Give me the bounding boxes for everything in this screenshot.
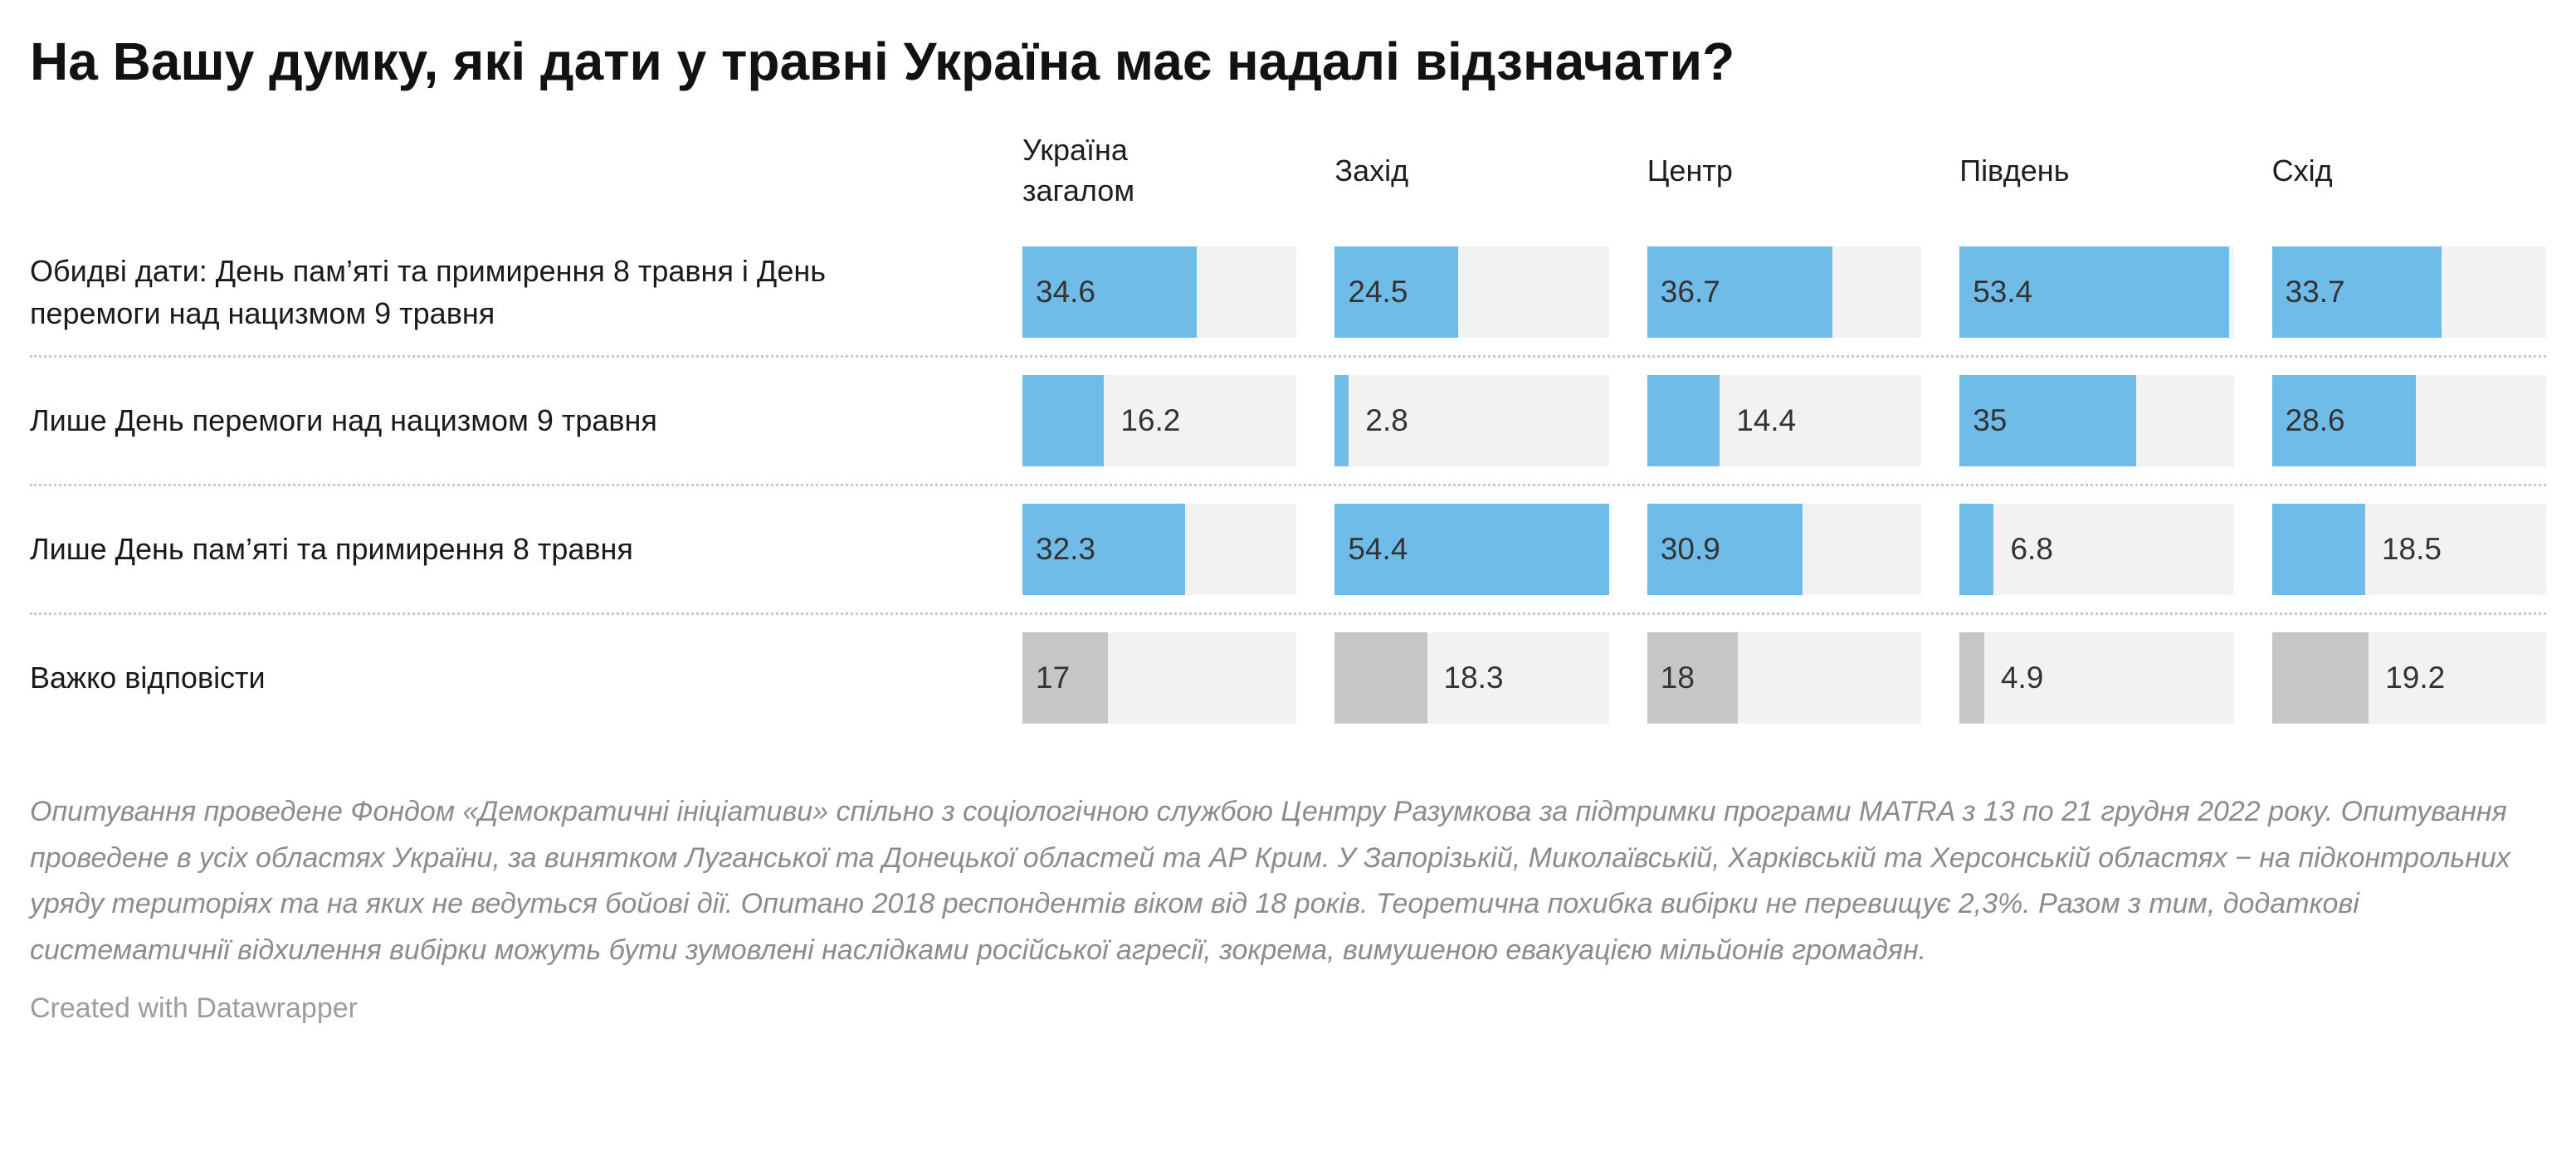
bar bbox=[2271, 246, 2442, 338]
bar-track: 34.6 bbox=[1022, 246, 1297, 338]
row-label: Лише День пам’яті та примирення 8 травня bbox=[30, 532, 633, 567]
value-label: 2.8 bbox=[1365, 402, 1408, 437]
methodology-note: Опитування проведене Фондом «Демократичн… bbox=[30, 795, 2510, 967]
column-header: Україна загалом bbox=[1022, 133, 1135, 207]
bar-track: 24.5 bbox=[1334, 246, 1609, 338]
value-label: 53.4 bbox=[1973, 274, 2033, 309]
bar-track: 36.7 bbox=[1647, 246, 1922, 338]
bar-track: 32.3 bbox=[1022, 503, 1297, 595]
bar-track: 16.2 bbox=[1022, 374, 1297, 466]
column-headers-row: Україна загалом Захід Центр Південь Схід bbox=[30, 113, 2546, 229]
bar bbox=[1647, 503, 1803, 595]
bar-track: 33.7 bbox=[2271, 246, 2546, 338]
value-label: 32.3 bbox=[1036, 531, 1096, 566]
row-label: Обидві дати: День пам’яті та примирення … bbox=[30, 253, 826, 330]
bar bbox=[1647, 246, 1832, 338]
bar bbox=[1959, 503, 1994, 595]
value-label: 19.2 bbox=[2385, 660, 2446, 695]
chart-container: На Вашу думку, які дати у травні Україна… bbox=[30, 32, 2546, 1024]
value-label: 18.3 bbox=[1443, 660, 1504, 695]
bar-track: 53.4 bbox=[1959, 246, 2234, 338]
bar bbox=[1334, 246, 1459, 338]
column-header: Центр bbox=[1647, 153, 1733, 188]
row-label: Важко відповісти bbox=[30, 661, 266, 695]
bar bbox=[1334, 631, 1427, 724]
bar bbox=[2271, 374, 2417, 466]
value-label: 28.6 bbox=[2285, 402, 2345, 437]
bar-track: 17 bbox=[1022, 631, 1297, 724]
value-label: 35 bbox=[1973, 402, 2008, 437]
bar bbox=[1959, 246, 2229, 338]
bar-track: 18 bbox=[1647, 631, 1922, 724]
bar bbox=[1647, 374, 1720, 466]
value-label: 17 bbox=[1036, 660, 1071, 695]
bar bbox=[1647, 631, 1739, 724]
value-label: 24.5 bbox=[1348, 274, 1408, 309]
value-label: 54.4 bbox=[1348, 531, 1408, 566]
bar-track: 54.4 bbox=[1334, 503, 1609, 595]
value-label: 30.9 bbox=[1660, 531, 1720, 566]
value-label: 18 bbox=[1660, 660, 1695, 695]
bar-track: 35 bbox=[1959, 374, 2234, 466]
column-header: Схід bbox=[2271, 153, 2333, 188]
bar bbox=[1334, 374, 1349, 466]
bar-track: 30.9 bbox=[1647, 503, 1922, 595]
chart-row: Лише День пам’яті та примирення 8 травня… bbox=[30, 483, 2546, 612]
bar-track: 28.6 bbox=[2271, 374, 2546, 466]
bar-track: 14.4 bbox=[1647, 374, 1922, 466]
bar bbox=[1022, 246, 1198, 338]
bar-track: 2.8 bbox=[1334, 374, 1609, 466]
bar bbox=[1959, 374, 2136, 466]
value-label: 34.6 bbox=[1036, 274, 1096, 309]
bar bbox=[1022, 503, 1186, 595]
column-header: Південь bbox=[1959, 153, 2070, 188]
bar bbox=[1022, 631, 1109, 724]
column-header: Захід bbox=[1334, 153, 1409, 188]
row-label: Лише День перемоги над нацизмом 9 травня bbox=[30, 403, 657, 438]
bar-track: 19.2 bbox=[2271, 631, 2546, 724]
bar bbox=[1959, 631, 1984, 724]
chart-rows: Обидві дати: День пам’яті та примирення … bbox=[30, 229, 2546, 741]
chart-row: Лише День перемоги над нацизмом 9 травня… bbox=[30, 354, 2546, 484]
bar-track: 18.5 bbox=[2271, 503, 2546, 595]
bar bbox=[1334, 503, 1609, 595]
value-label: 6.8 bbox=[2010, 531, 2053, 566]
chart-row: Обидві дати: День пам’яті та примирення … bbox=[30, 229, 2546, 355]
bar-track: 18.3 bbox=[1334, 631, 1609, 724]
bar-track: 6.8 bbox=[1959, 503, 2234, 595]
value-label: 16.2 bbox=[1120, 402, 1181, 437]
value-label: 4.9 bbox=[2000, 660, 2044, 695]
bar-track: 4.9 bbox=[1959, 631, 2234, 724]
value-label: 14.4 bbox=[1736, 402, 1797, 437]
bar bbox=[1022, 374, 1105, 466]
bar bbox=[2271, 631, 2369, 724]
value-label: 18.5 bbox=[2381, 531, 2442, 566]
value-label: 33.7 bbox=[2285, 274, 2345, 309]
chart-title: На Вашу думку, які дати у травні Україна… bbox=[30, 32, 1735, 91]
bar bbox=[2271, 503, 2365, 595]
chart-row: Важко відповісти 17 18.3 18 4.9 19.2 bbox=[30, 612, 2546, 741]
value-label: 36.7 bbox=[1660, 274, 1720, 309]
datawrapper-attribution: Created with Datawrapper bbox=[30, 992, 358, 1024]
